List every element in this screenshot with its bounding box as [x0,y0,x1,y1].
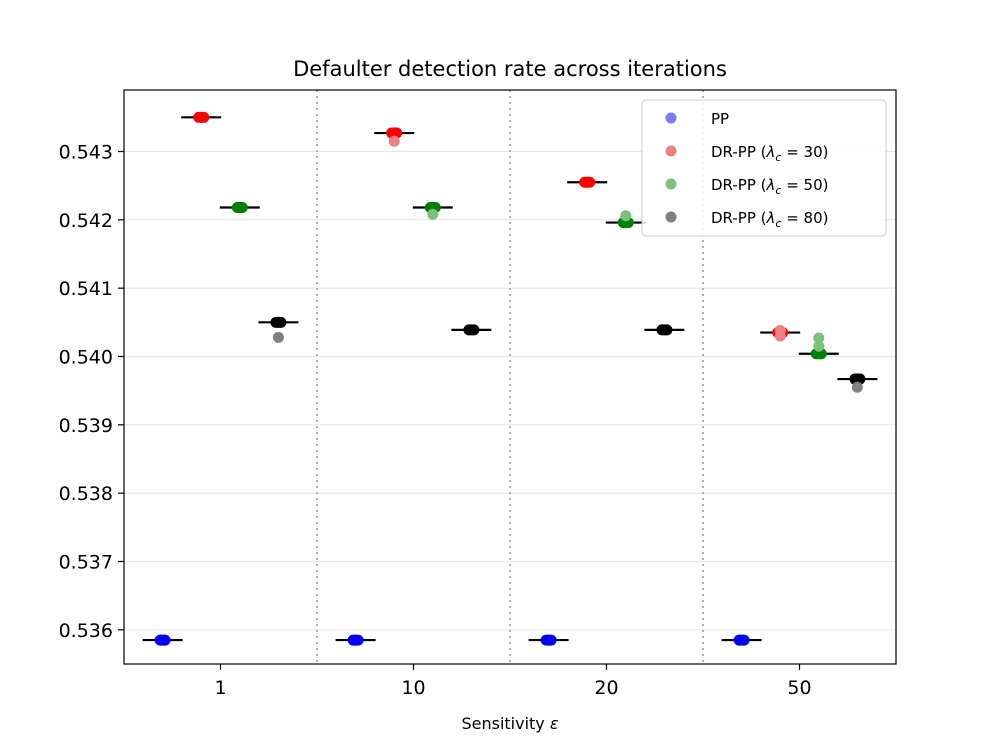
x-axis-label-text: Sensitivity [461,714,544,733]
data-point-cluster [733,634,750,646]
y-tick-label: 0.542 [59,210,113,232]
data-point-cluster [656,324,673,336]
legend-box [641,99,887,237]
y-axis: 0.536 0.537 0.538 0.539 0.540 0.541 0.542 0.543 [59,142,124,642]
legend: PP DR-PP (λc = 30) DR-PP (λc = 50) DR-PP (λ… [641,99,887,237]
data-point [427,208,439,220]
legend-marker [665,112,677,124]
y-tick-label: 0.539 [59,415,113,437]
x-tick-label: 10 [401,677,425,699]
data-point-cluster [347,634,364,646]
y-tick-label: 0.541 [59,278,113,300]
data-point-cluster [154,634,171,646]
x-axis-label: Sensitivity ε [461,714,558,733]
x-tick-label: 1 [214,677,226,699]
data-point [388,135,400,147]
data-point [813,332,825,344]
data-point [272,331,284,343]
legend-label: DR-PP (λc = 80) [711,209,829,230]
y-tick-label: 0.538 [59,483,113,505]
x-axis-label-symbol: ε [550,714,559,733]
data-point [774,330,786,342]
data-point-cluster [540,634,557,646]
data-point-cluster [849,373,866,385]
y-tick-label: 0.536 [59,620,113,642]
data-point-cluster [424,202,441,214]
legend-label: PP [711,110,729,128]
y-tick-label: 0.540 [59,347,113,369]
data-point [851,381,863,393]
data-point-cluster [270,316,287,328]
data-point [813,340,825,352]
data-point-cluster [463,324,480,336]
data-marks [142,111,878,646]
data-point [620,210,632,222]
data-point-cluster [579,176,596,188]
legend-marker [665,211,677,223]
x-tick-label: 20 [594,677,618,699]
plot-area-frame [123,89,897,665]
chart-title: Defaulter detection rate across iteratio… [293,57,727,81]
data-point-cluster [810,348,827,360]
legend-label: DR-PP (λc = 30) [711,143,829,164]
legend-marker [665,145,677,157]
x-tick-label: 50 [787,677,811,699]
data-point-cluster [193,111,210,123]
legend-marker [665,178,677,190]
data-point-cluster [231,202,248,214]
x-axis: 1 10 20 50 [214,664,812,699]
data-point-cluster [386,127,403,139]
data-point-cluster [617,217,634,229]
legend-label: DR-PP (λc = 50) [711,176,829,197]
y-tick-label: 0.543 [59,142,113,164]
y-tick-label: 0.537 [59,552,113,574]
